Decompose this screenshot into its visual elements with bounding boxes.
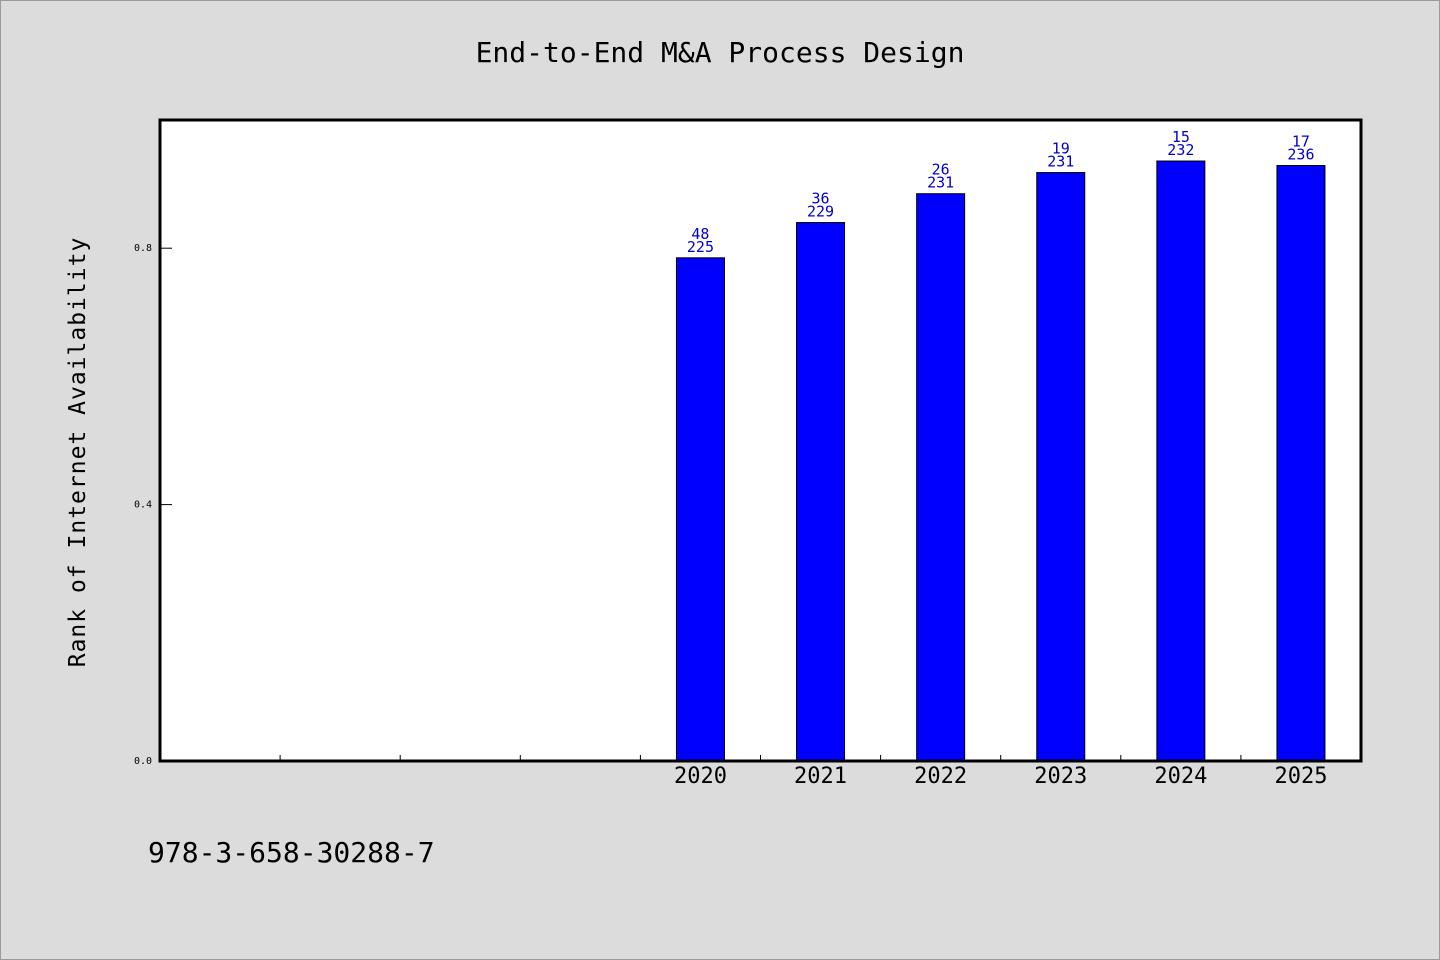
bar xyxy=(796,222,846,762)
data-label-bottom: 236 xyxy=(1287,146,1314,164)
y-tick-labels-group: 0.0 0.4 0.8 xyxy=(134,243,152,767)
y-axis-label: Rank of Internet Availability xyxy=(65,237,91,668)
data-label-bottom: 229 xyxy=(807,203,834,221)
bar xyxy=(675,257,725,762)
bar xyxy=(916,193,966,762)
x-tick-labels-group: 2020 2021 2022 2023 2024 2025 xyxy=(674,764,1327,789)
x-tick-label: 2023 xyxy=(1034,764,1087,789)
chart-title: End-to-End M&A Process Design xyxy=(476,36,965,69)
data-label-bottom: 232 xyxy=(1167,141,1194,159)
data-label-bottom: 225 xyxy=(687,238,714,256)
x-tick-label: 2020 xyxy=(674,764,727,789)
x-tick-label: 2021 xyxy=(794,764,847,789)
bar xyxy=(1156,160,1206,762)
data-label-top: 19 xyxy=(1052,140,1070,158)
x-tick-label: 2022 xyxy=(914,764,967,789)
data-label-bottom: 231 xyxy=(1047,153,1074,171)
x-tick-label: 2025 xyxy=(1274,764,1327,789)
bar xyxy=(1276,165,1326,762)
plot-border xyxy=(158,118,1363,763)
data-label-top: 36 xyxy=(812,190,830,208)
data-label-top: 26 xyxy=(932,161,950,179)
y-tick-label: 0.8 xyxy=(134,243,152,254)
data-label-top: 15 xyxy=(1172,128,1190,146)
y-tick-label: 0.4 xyxy=(134,500,152,511)
bars-group xyxy=(675,160,1326,762)
data-label-top: 17 xyxy=(1292,133,1310,151)
data-label-bottom: 231 xyxy=(927,174,954,192)
data-label-top: 48 xyxy=(691,225,709,243)
x-tick-label: 2024 xyxy=(1154,764,1207,789)
isbn-text: 978-3-658-30288-7 xyxy=(148,836,435,869)
bar xyxy=(1036,172,1086,762)
y-tick-label: 0.0 xyxy=(134,756,152,767)
